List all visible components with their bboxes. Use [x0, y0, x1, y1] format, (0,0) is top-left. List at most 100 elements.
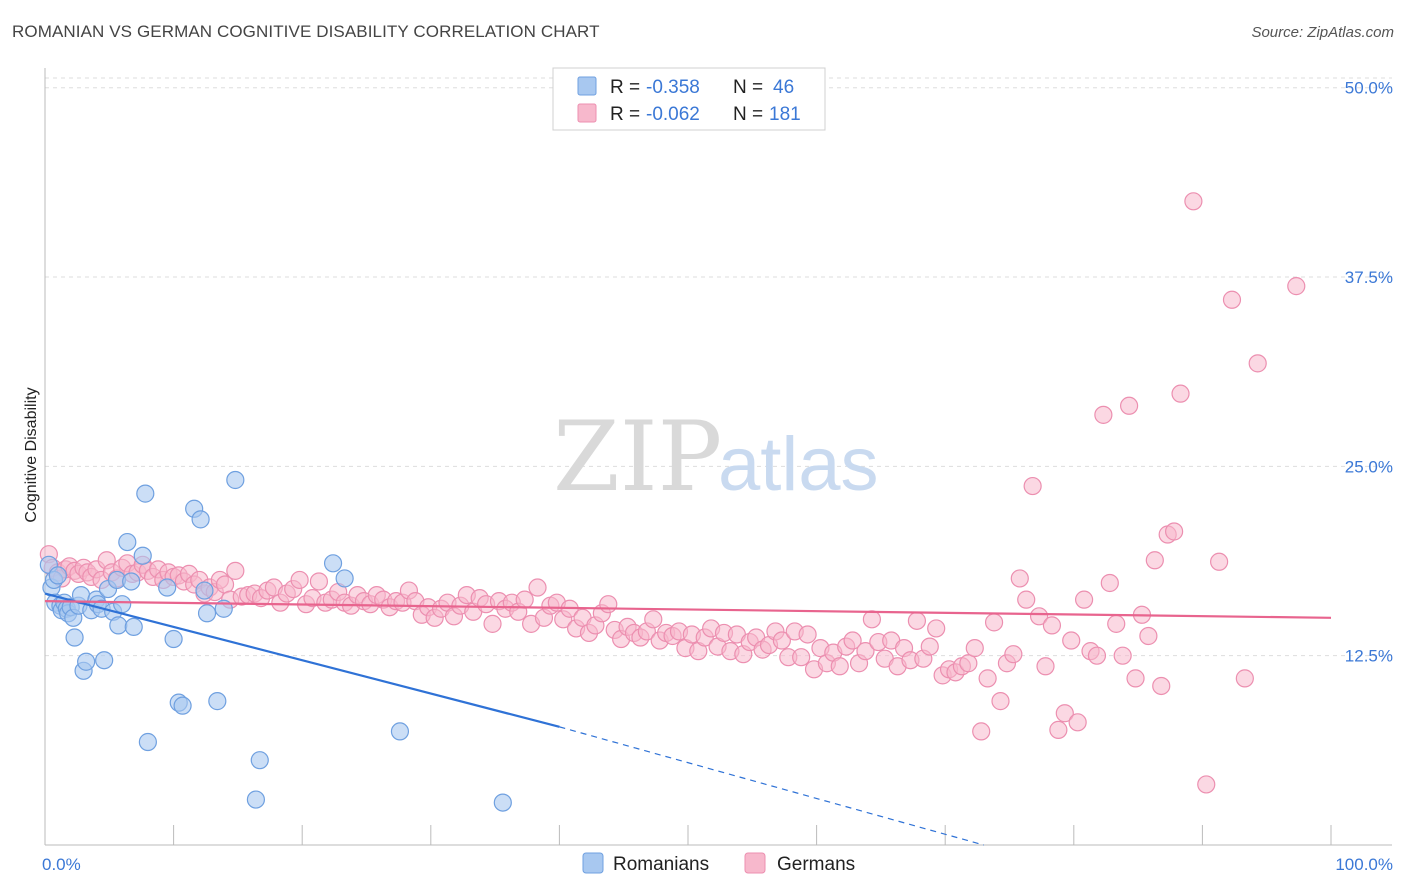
german-point: [1055, 704, 1074, 723]
romanian-point: [246, 790, 266, 809]
german-trendline: [44, 600, 1332, 619]
legend-n-label-1: N =: [733, 77, 763, 98]
german-point: [1087, 646, 1107, 665]
romanian-point: [164, 629, 183, 649]
romanian-point: [124, 617, 143, 637]
german-point: [1049, 720, 1068, 739]
german-point: [1139, 626, 1158, 646]
german-point: [856, 642, 875, 661]
watermark-atlas: atlas: [718, 422, 879, 507]
german-point: [792, 648, 811, 667]
romanian-point: [195, 581, 214, 600]
german-point: [1004, 645, 1023, 664]
german-point: [772, 631, 791, 650]
german-point: [1068, 713, 1087, 732]
german-point: [1094, 405, 1113, 424]
romanian-point: [226, 470, 245, 490]
german-point: [798, 625, 817, 644]
german-point: [1126, 669, 1145, 688]
german-point: [528, 578, 547, 597]
romanian-points: [39, 470, 512, 812]
romanian-point: [197, 604, 217, 623]
german-point: [290, 570, 309, 590]
x-tick-label-max: 100.0%: [1335, 855, 1393, 874]
german-point: [599, 595, 618, 614]
german-point: [1197, 775, 1216, 794]
romanian-point: [95, 651, 114, 670]
romanian-point: [65, 628, 84, 647]
german-point: [1235, 669, 1254, 688]
romanian-point: [493, 793, 512, 812]
german-point: [1222, 290, 1242, 309]
romanian-point: [77, 652, 96, 671]
romanian-point: [48, 566, 67, 585]
german-point: [984, 613, 1004, 632]
german-point: [1248, 354, 1267, 373]
bottom-legend-swatch-germans: [744, 852, 766, 874]
romanian-point: [173, 696, 192, 715]
german-point: [1145, 551, 1164, 570]
german-point: [991, 692, 1010, 711]
romanian-trendline: [44, 592, 560, 728]
german-point: [1171, 384, 1190, 403]
source-label: Source: ZipAtlas.com: [1251, 24, 1394, 41]
legend-n-label-2: N =: [733, 104, 763, 125]
axes: [44, 68, 1392, 846]
german-point: [1010, 569, 1029, 588]
y-tick-label: 37.5%: [1345, 268, 1393, 287]
legend-box: [552, 67, 826, 131]
legend-swatch-germans: [577, 103, 597, 123]
romanian-trendline-extension: [559, 726, 984, 846]
romanian-point: [390, 722, 410, 741]
romanian-point: [133, 546, 152, 565]
romanian-point: [158, 578, 177, 597]
romanian-point: [191, 510, 210, 529]
x-tick-labels: 0.0% 100.0%: [42, 855, 1393, 874]
german-point: [862, 610, 881, 629]
german-point: [927, 619, 946, 638]
german-point: [1042, 616, 1062, 635]
series-legend: Romanians Germans: [582, 852, 855, 875]
trendlines: [44, 592, 1332, 846]
chart-title: ROMANIAN VS GERMAN COGNITIVE DISABILITY …: [12, 22, 600, 41]
german-point: [907, 611, 927, 630]
romanian-point: [113, 595, 132, 614]
german-point: [1152, 676, 1171, 696]
german-point: [978, 669, 997, 688]
german-point: [515, 590, 534, 609]
y-tick-label: 12.5%: [1345, 647, 1393, 666]
watermark-zip: ZIP: [553, 401, 722, 513]
legend-n-value-1: 46: [773, 77, 794, 98]
german-point: [1287, 277, 1306, 296]
german-point: [959, 654, 978, 673]
german-point: [1184, 192, 1203, 211]
watermark: ZIP atlas: [553, 401, 879, 513]
romanian-point: [109, 616, 128, 635]
romanian-point: [323, 554, 343, 573]
legend-n-value-2: 181: [769, 104, 801, 125]
german-point: [1023, 476, 1042, 496]
german-point: [483, 614, 502, 633]
romanian-point: [138, 732, 157, 752]
romanian-point: [122, 572, 141, 591]
german-point: [830, 657, 849, 676]
german-point: [1119, 396, 1139, 415]
german-point: [309, 572, 329, 591]
bottom-legend-germans: Germans: [777, 854, 855, 875]
legend-r-value-2: -0.062: [646, 104, 700, 125]
german-point: [1210, 552, 1229, 571]
german-point: [1074, 590, 1094, 609]
y-axis-label: Cognitive Disability: [23, 387, 40, 522]
romanian-point: [208, 692, 227, 711]
german-point: [1165, 522, 1184, 541]
romanian-point: [136, 484, 155, 503]
romanian-point: [250, 751, 269, 770]
correlation-legend: R = -0.358 N = 46 R = -0.062 N = 181: [552, 67, 826, 131]
y-tick-labels: 12.5% 25.0% 37.5% 50.0%: [1345, 79, 1393, 666]
german-point: [226, 561, 245, 580]
bottom-legend-romanians: Romanians: [613, 854, 709, 875]
legend-swatch-romanians: [577, 76, 597, 96]
german-point: [1036, 657, 1055, 676]
romanian-point: [335, 569, 354, 588]
german-point: [972, 722, 991, 741]
